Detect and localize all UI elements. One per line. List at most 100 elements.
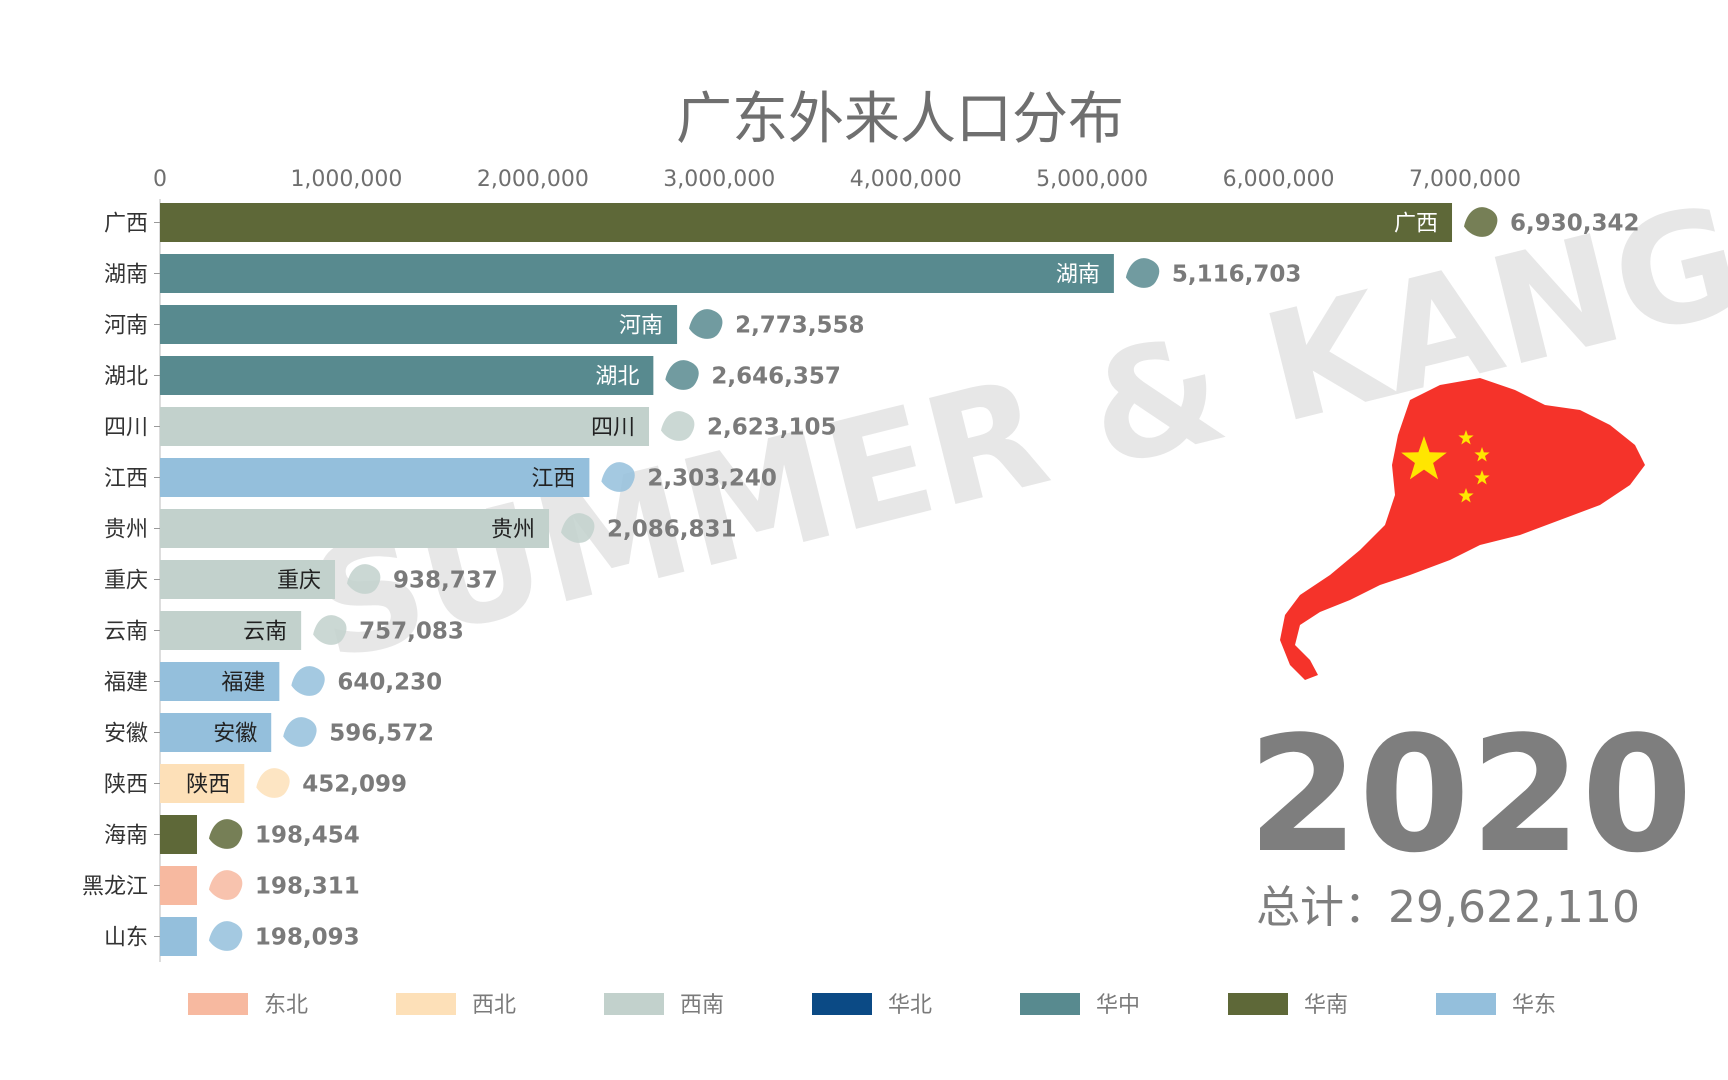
star-icon <box>1401 436 1447 480</box>
legend-swatch <box>1020 993 1080 1015</box>
x-tick-label: 7,000,000 <box>1409 167 1521 192</box>
province-icon <box>313 615 347 645</box>
bar <box>160 356 654 395</box>
legend-swatch <box>188 993 248 1015</box>
category-label: 安徽 <box>104 722 148 747</box>
bar <box>160 407 650 446</box>
province-icon <box>347 564 381 594</box>
province-icon <box>689 309 723 339</box>
bar <box>160 203 1453 242</box>
value-label: 757,083 <box>359 619 464 645</box>
bar-label: 湖南 <box>1056 263 1100 288</box>
category-label: 贵州 <box>104 518 148 543</box>
category-label: 云南 <box>104 620 148 645</box>
category-label: 陕西 <box>104 773 148 798</box>
bar-label: 贵州 <box>491 518 535 543</box>
value-label: 6,930,342 <box>1510 211 1640 237</box>
x-tick-label: 6,000,000 <box>1223 167 1335 192</box>
legend-label: 西南 <box>680 993 724 1018</box>
bar-label: 福建 <box>221 671 265 696</box>
legend-swatch <box>812 993 872 1015</box>
bar <box>160 611 302 650</box>
legend-swatch <box>396 993 456 1015</box>
bar <box>160 764 245 803</box>
legend-swatch <box>1436 993 1496 1015</box>
value-label: 2,086,831 <box>607 517 737 543</box>
legend-label: 华南 <box>1304 993 1348 1018</box>
x-tick-label: 2,000,000 <box>477 167 589 192</box>
category-label: 山东 <box>104 926 148 951</box>
total-label: 总计：29,622,110 <box>1256 882 1640 933</box>
category-label: 福建 <box>104 671 148 696</box>
category-label: 河南 <box>104 314 148 339</box>
province-icon <box>208 921 243 951</box>
bar <box>160 815 197 854</box>
star-icon <box>1458 430 1474 445</box>
category-label: 江西 <box>104 467 148 492</box>
bar <box>160 917 197 956</box>
legend-label: 华中 <box>1096 993 1140 1018</box>
x-axis-ticks: 0 1,000,000 2,000,000 3,000,000 4,000,000 5,0… <box>153 167 1521 192</box>
value-label: 938,737 <box>393 568 498 594</box>
x-tick-label: 4,000,000 <box>850 167 962 192</box>
guangdong-map-icon <box>1280 378 1645 680</box>
province-icon <box>291 666 325 696</box>
x-tick-label: 5,000,000 <box>1036 167 1148 192</box>
province-icon <box>283 717 317 747</box>
province-icon <box>661 411 695 441</box>
bar-label: 云南 <box>243 620 287 645</box>
bars: 广西 6,930,342 湖南 5,116,703 河南 2,773,558 湖北 2,646… <box>160 203 1640 956</box>
bar-label: 广西 <box>1394 212 1438 237</box>
category-label: 海南 <box>104 824 148 849</box>
legend-swatch <box>1228 993 1288 1015</box>
province-icon <box>1464 207 1498 237</box>
category-label: 广西 <box>104 212 148 237</box>
bar <box>160 305 678 344</box>
category-label: 黑龙江 <box>82 875 148 900</box>
value-label: 2,623,105 <box>707 415 837 441</box>
legend-label: 西北 <box>472 993 516 1018</box>
province-icon <box>561 513 595 543</box>
province-icon <box>256 768 290 798</box>
x-tick-label: 1,000,000 <box>290 167 402 192</box>
category-label: 重庆 <box>104 569 148 594</box>
value-label: 198,093 <box>255 925 360 951</box>
legend-label: 华东 <box>1512 993 1556 1018</box>
value-label: 5,116,703 <box>1172 262 1302 288</box>
bar <box>160 509 550 548</box>
bar-label: 重庆 <box>277 569 321 594</box>
star-icon <box>1474 470 1490 485</box>
value-label: 198,454 <box>255 823 360 849</box>
category-label: 四川 <box>104 416 148 441</box>
year-label: 2020 <box>1247 701 1692 888</box>
value-label: 2,303,240 <box>647 466 777 492</box>
bar-label: 安徽 <box>213 722 257 747</box>
bar <box>160 866 197 905</box>
value-label: 596,572 <box>329 721 434 747</box>
province-icon <box>208 870 243 900</box>
map-shape <box>1280 378 1645 680</box>
value-label: 198,311 <box>255 874 360 900</box>
star-icon <box>1474 447 1490 462</box>
category-label: 湖北 <box>104 365 148 390</box>
bar <box>160 662 280 701</box>
bar <box>160 560 336 599</box>
bar-label: 四川 <box>591 416 635 441</box>
x-tick-label: 3,000,000 <box>663 167 775 192</box>
bar-label: 陕西 <box>186 773 230 798</box>
bar-label: 湖北 <box>595 365 639 390</box>
x-tick-label: 0 <box>153 167 167 192</box>
value-label: 640,230 <box>337 670 442 696</box>
bar-label: 河南 <box>619 314 663 339</box>
value-label: 2,773,558 <box>735 313 865 339</box>
legend: 东北 西北 西南 华北 华中 华南 华东 <box>188 993 1556 1018</box>
legend-swatch <box>604 993 664 1015</box>
value-label: 2,646,357 <box>711 364 841 390</box>
legend-label: 东北 <box>264 993 308 1018</box>
category-label: 湖南 <box>104 263 148 288</box>
province-icon <box>665 360 699 390</box>
province-icon <box>208 819 243 849</box>
province-icon <box>601 462 635 492</box>
star-icon <box>1458 488 1474 503</box>
